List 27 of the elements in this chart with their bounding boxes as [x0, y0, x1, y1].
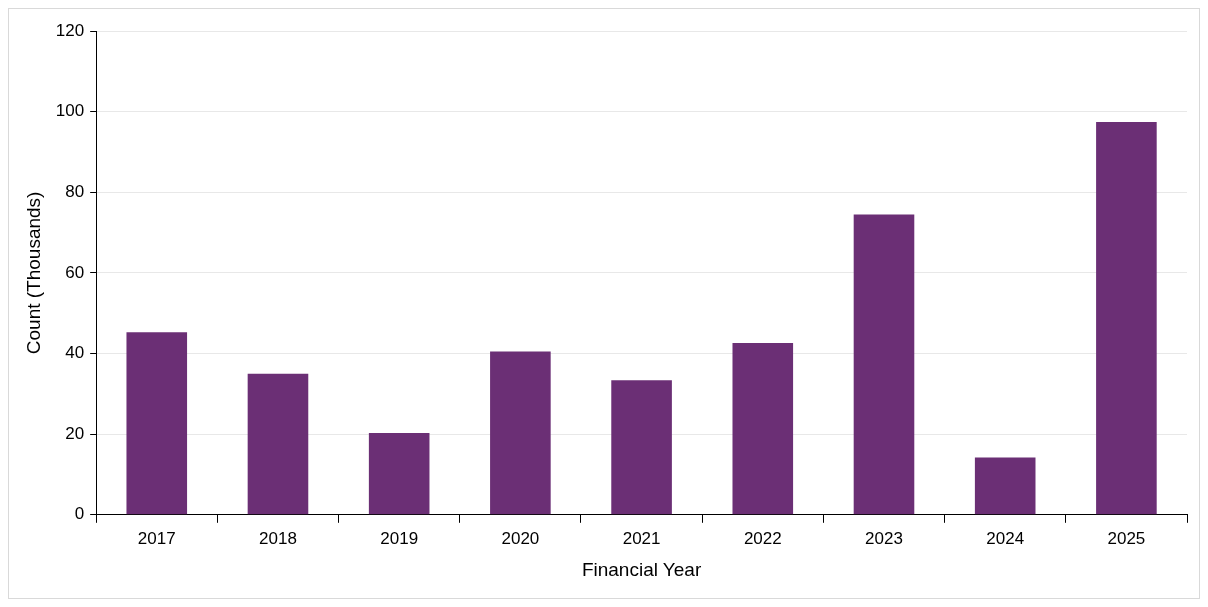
bar	[126, 332, 188, 515]
bar	[611, 380, 672, 515]
bar	[974, 457, 1036, 515]
x-tick-label: 2017	[137, 528, 176, 548]
x-tick-label: 2025	[1107, 528, 1146, 548]
x-tick-label: 2021	[622, 528, 661, 548]
bar	[853, 214, 915, 515]
bar	[247, 373, 309, 515]
x-tick-label: 2018	[259, 528, 297, 548]
bar	[490, 351, 551, 515]
bar	[732, 343, 794, 515]
y-tick-label: 40	[65, 343, 85, 363]
y-tick-label: 100	[55, 101, 85, 121]
y-axis-title: Count (Thousands)	[22, 191, 44, 355]
y-tick-label: 80	[65, 181, 85, 201]
x-tick-label: 2019	[380, 528, 419, 548]
bar	[368, 432, 430, 515]
bar	[1096, 122, 1157, 515]
x-axis-title: Financial Year	[581, 558, 702, 580]
x-tick-label: 2022	[743, 528, 782, 548]
x-tick-label: 2020	[501, 528, 540, 548]
y-tick-label: 20	[65, 423, 85, 443]
y-tick-label: 60	[65, 262, 85, 282]
x-tick-label: 2024	[986, 528, 1025, 548]
y-tick-label: 0	[74, 504, 85, 524]
y-tick-label: 120	[55, 20, 85, 40]
x-tick-label: 2023	[865, 528, 903, 548]
